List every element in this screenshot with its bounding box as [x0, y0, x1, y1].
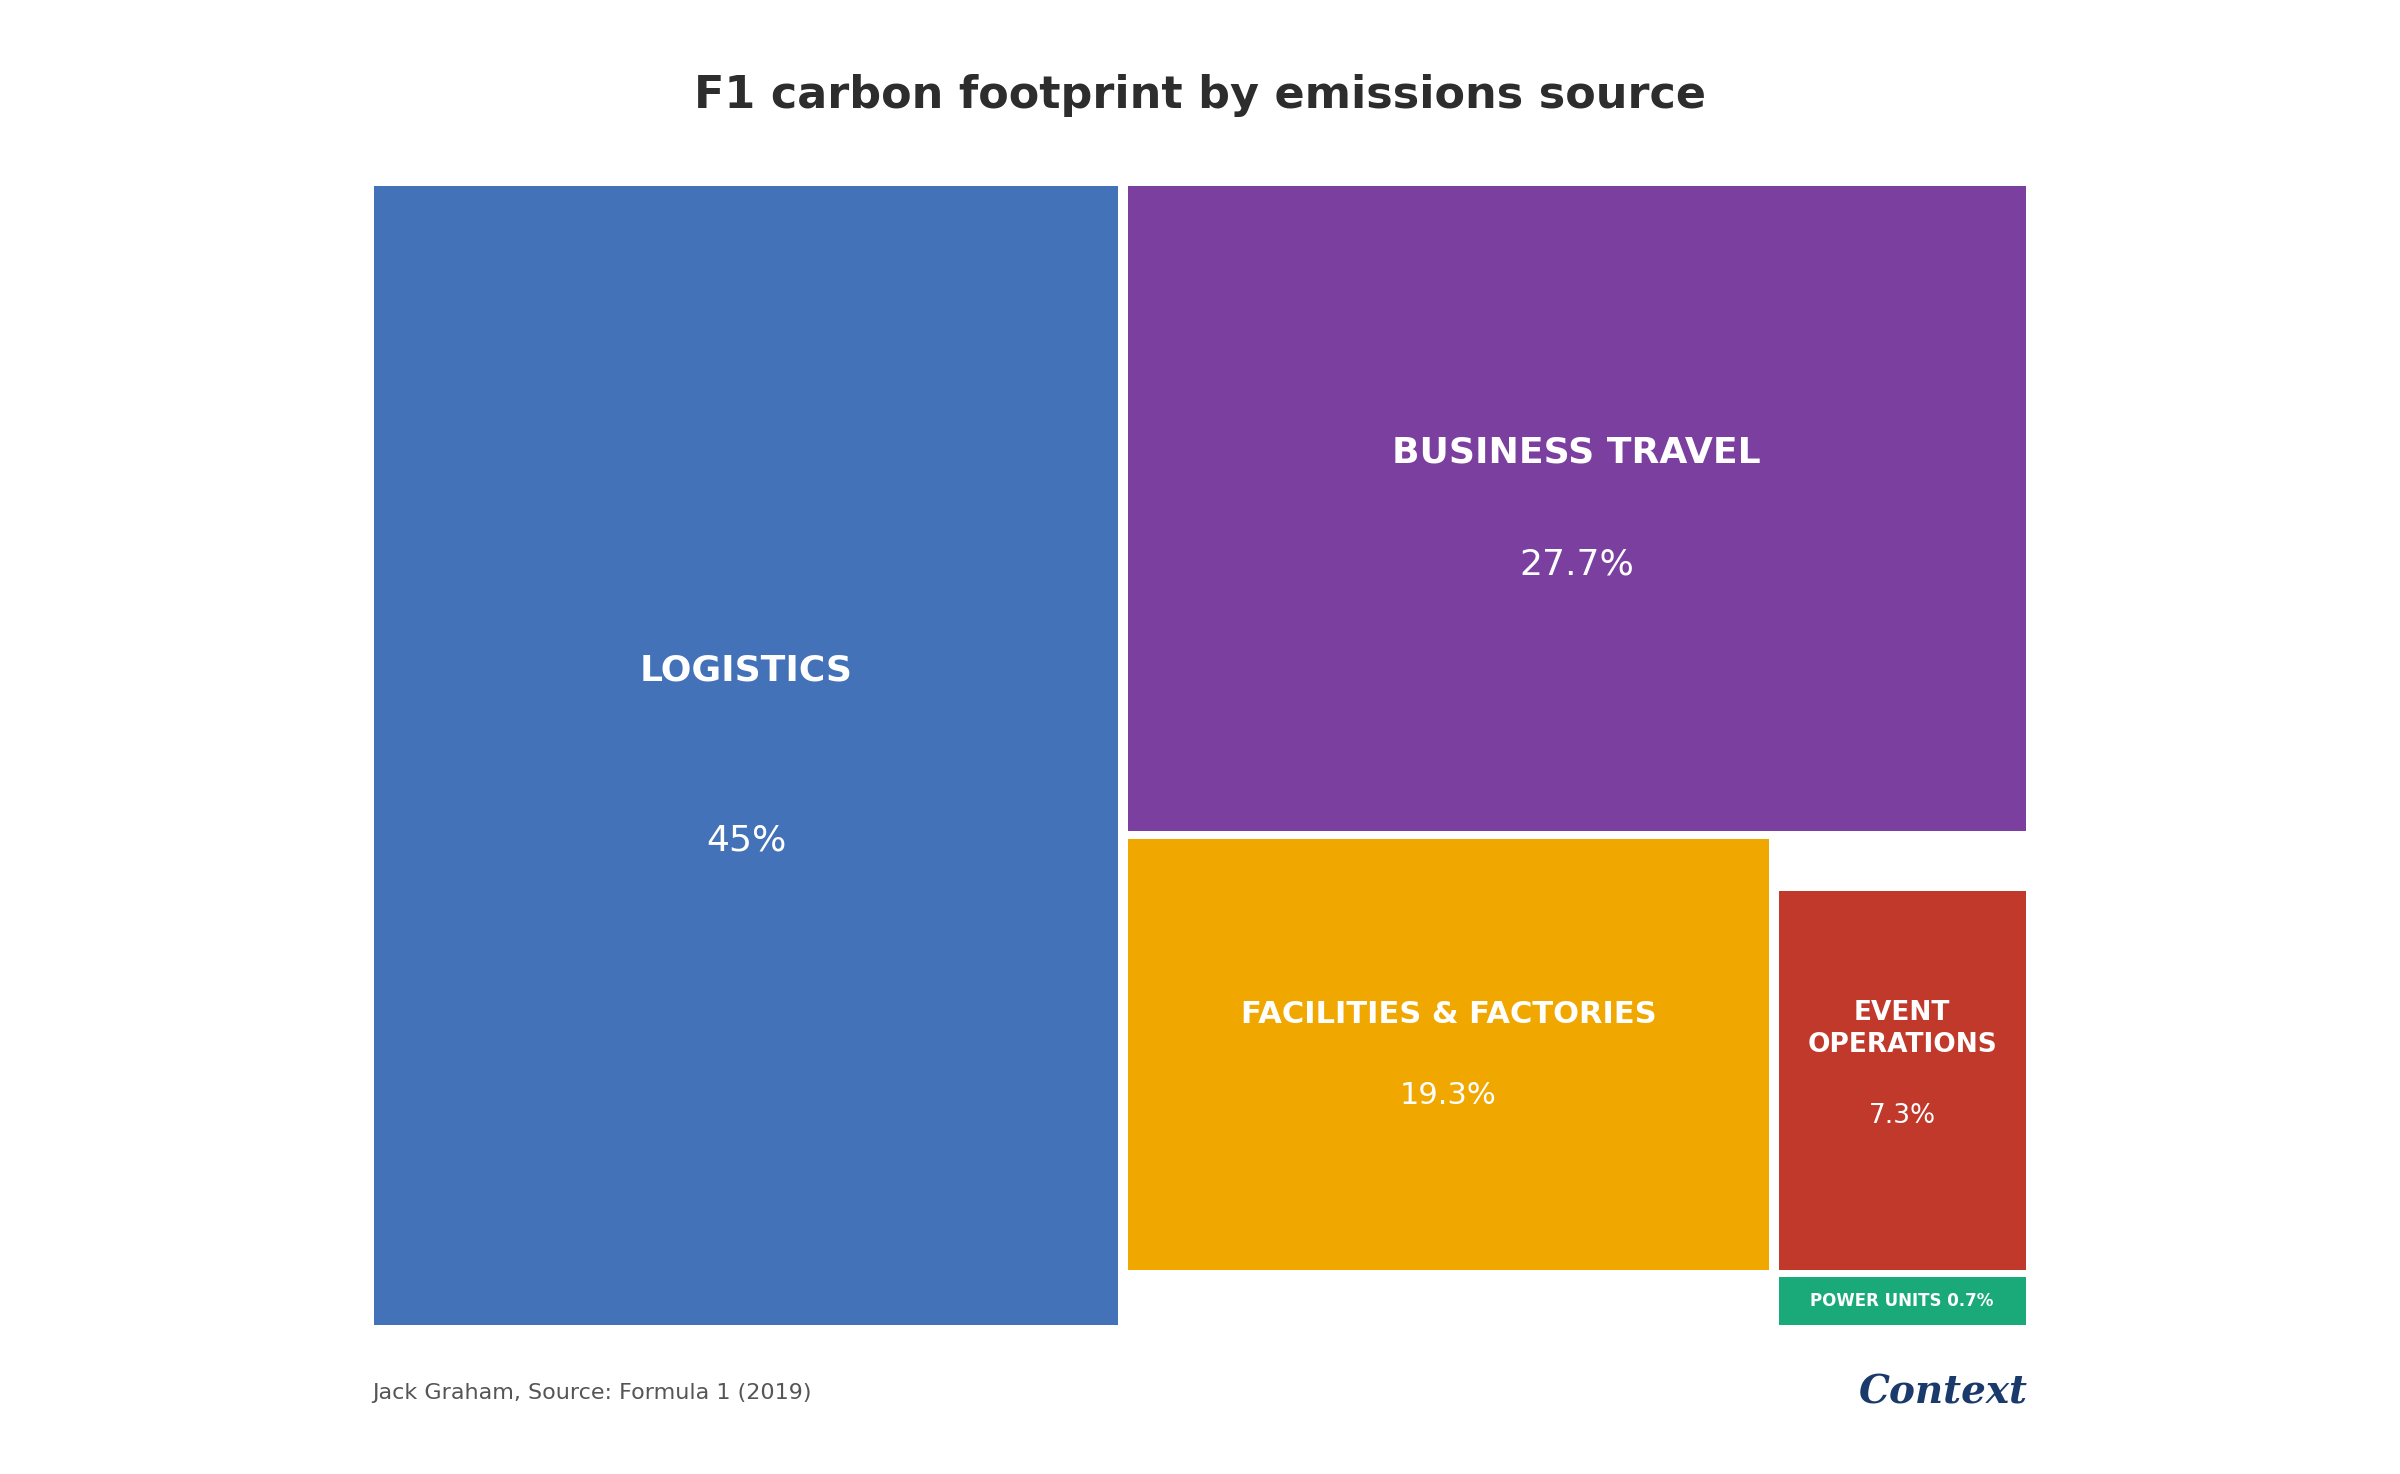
- Text: 7.3%: 7.3%: [1870, 1103, 1937, 1129]
- Text: FACILITIES & FACTORIES: FACILITIES & FACTORIES: [1241, 999, 1656, 1029]
- Text: Context: Context: [1860, 1374, 2028, 1412]
- Text: 45%: 45%: [706, 824, 787, 858]
- Bar: [1778, 1276, 2026, 1325]
- Bar: [1128, 186, 2026, 831]
- Bar: [374, 186, 1118, 1325]
- Text: LOGISTICS: LOGISTICS: [641, 653, 852, 687]
- Text: Jack Graham, Source: Formula 1 (2019): Jack Graham, Source: Formula 1 (2019): [372, 1383, 811, 1403]
- Text: 27.7%: 27.7%: [1519, 547, 1634, 581]
- Bar: [1128, 839, 1769, 1271]
- Text: F1 carbon footprint by emissions source: F1 carbon footprint by emissions source: [694, 74, 1706, 118]
- Text: BUSINESS TRAVEL: BUSINESS TRAVEL: [1392, 436, 1762, 470]
- Text: 19.3%: 19.3%: [1399, 1080, 1498, 1110]
- Text: EVENT
OPERATIONS: EVENT OPERATIONS: [1807, 999, 1997, 1058]
- Text: POWER UNITS 0.7%: POWER UNITS 0.7%: [1810, 1291, 1994, 1310]
- Bar: [1778, 890, 2026, 1271]
